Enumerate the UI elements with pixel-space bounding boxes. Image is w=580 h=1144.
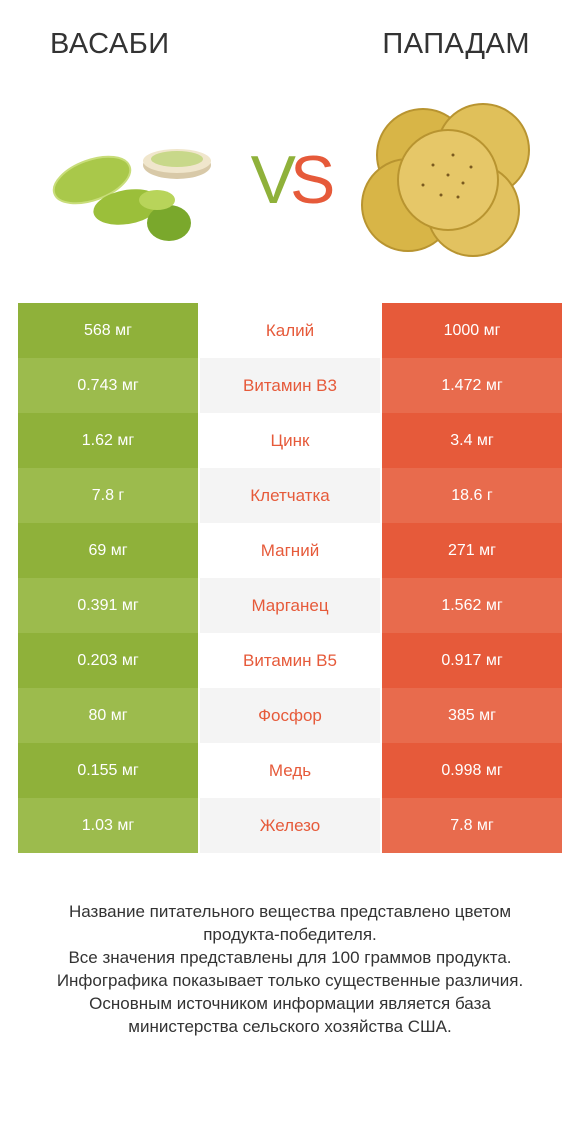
left-title: ВАСАБИ (50, 28, 170, 61)
right-value: 1000 мг (382, 303, 562, 358)
nutrient-label: Железо (200, 798, 380, 853)
left-food-image (37, 95, 227, 265)
nutrient-label: Калий (200, 303, 380, 358)
left-value: 0.391 мг (18, 578, 198, 633)
right-value: 385 мг (382, 688, 562, 743)
comparison-table: 568 мгКалий1000 мг0.743 мгВитамин B31.47… (18, 303, 562, 853)
table-row: 1.03 мгЖелезо7.8 мг (18, 798, 562, 853)
vs-s: S (290, 142, 329, 218)
right-value: 18.6 г (382, 468, 562, 523)
left-value: 0.743 мг (18, 358, 198, 413)
right-value: 1.562 мг (382, 578, 562, 633)
left-value: 0.155 мг (18, 743, 198, 798)
right-food-image (353, 95, 543, 265)
left-value: 1.62 мг (18, 413, 198, 468)
table-row: 0.743 мгВитамин B31.472 мг (18, 358, 562, 413)
left-value: 80 мг (18, 688, 198, 743)
table-row: 1.62 мгЦинк3.4 мг (18, 413, 562, 468)
right-value: 0.998 мг (382, 743, 562, 798)
left-value: 69 мг (18, 523, 198, 578)
left-value: 7.8 г (18, 468, 198, 523)
right-value: 3.4 мг (382, 413, 562, 468)
nutrient-label: Медь (200, 743, 380, 798)
footer-line-2: Все значения представлены для 100 граммо… (34, 947, 546, 970)
header: ВАСАБИ ПАПАДАМ (0, 0, 580, 71)
nutrient-label: Цинк (200, 413, 380, 468)
left-value: 0.203 мг (18, 633, 198, 688)
right-value: 1.472 мг (382, 358, 562, 413)
nutrient-label: Витамин B5 (200, 633, 380, 688)
table-row: 69 мгМагний271 мг (18, 523, 562, 578)
nutrient-label: Клетчатка (200, 468, 380, 523)
images-row: VS (0, 85, 580, 275)
left-value: 1.03 мг (18, 798, 198, 853)
nutrient-label: Магний (200, 523, 380, 578)
right-value: 0.917 мг (382, 633, 562, 688)
left-value: 568 мг (18, 303, 198, 358)
footer-line-1: Название питательного вещества представл… (34, 901, 546, 947)
table-row: 7.8 гКлетчатка18.6 г (18, 468, 562, 523)
table-row: 0.155 мгМедь0.998 мг (18, 743, 562, 798)
footer-line-3: Инфографика показывает только существенн… (34, 970, 546, 993)
right-value: 7.8 мг (382, 798, 562, 853)
footer-line-4: Основным источником информации является … (34, 993, 546, 1039)
table-row: 568 мгКалий1000 мг (18, 303, 562, 358)
nutrient-label: Витамин B3 (200, 358, 380, 413)
right-title: ПАПАДАМ (382, 28, 530, 61)
vs-v: V (251, 142, 290, 218)
footer-notes: Название питательного вещества представл… (34, 901, 546, 1039)
vs-label: VS (251, 141, 330, 219)
table-row: 0.203 мгВитамин B50.917 мг (18, 633, 562, 688)
right-value: 271 мг (382, 523, 562, 578)
table-row: 80 мгФосфор385 мг (18, 688, 562, 743)
nutrient-label: Фосфор (200, 688, 380, 743)
table-row: 0.391 мгМарганец1.562 мг (18, 578, 562, 633)
nutrient-label: Марганец (200, 578, 380, 633)
